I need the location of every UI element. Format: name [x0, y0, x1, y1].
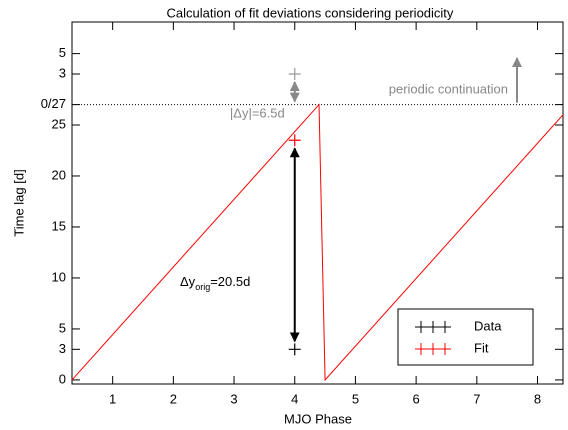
x-tick-label: 8 [534, 391, 541, 406]
data-point [288, 343, 301, 356]
legend-label: Fit [474, 340, 489, 355]
y-axis-label: Time lag [d] [11, 169, 26, 236]
legend-marker [415, 343, 427, 355]
y-tick-label: 20 [52, 167, 66, 182]
y-tick-label: 25 [52, 116, 66, 131]
orig-label: Δyorig=20.5d [180, 274, 250, 292]
legend-marker [427, 343, 439, 355]
legend-marker [439, 321, 451, 333]
orig-main: Δy [180, 274, 196, 289]
chart-title: Calculation of fit deviations considerin… [167, 5, 454, 20]
plot-frame [71, 21, 564, 385]
legend-marker [439, 343, 451, 355]
legend-marker [427, 321, 439, 333]
x-tick-label: 6 [413, 391, 420, 406]
x-tick-label: 7 [473, 391, 480, 406]
legend-box [397, 308, 534, 366]
x-tick-label: 3 [230, 391, 237, 406]
legend-marker [415, 321, 427, 333]
y-tick-label: 15 [52, 218, 66, 233]
x-tick-label: 2 [170, 391, 177, 406]
fit-line [71, 103, 564, 382]
x-tick-label: 4 [291, 391, 298, 406]
delta-label: |Δy|=6.5d [230, 105, 285, 120]
orig-rest: =20.5d [210, 274, 250, 289]
y-tick-label: 10 [52, 269, 66, 284]
y-tick-label: 5 [59, 320, 66, 335]
x-tick-label: 5 [352, 391, 359, 406]
periodic-point [288, 68, 301, 81]
legend-label: Data [474, 318, 502, 333]
fit-point [288, 134, 301, 147]
x-axis-label: MJO Phase [284, 411, 352, 426]
y-tick-label: 3 [59, 65, 66, 80]
y-tick-label: 3 [59, 341, 66, 356]
y-tick-label: 0/27 [41, 96, 66, 111]
orig-sub: orig [195, 282, 210, 292]
y-tick-label: 5 [59, 45, 66, 60]
y-tick-label: 0 [59, 371, 66, 386]
x-tick-label: 1 [109, 391, 116, 406]
periodic-label: periodic continuation [389, 81, 508, 96]
